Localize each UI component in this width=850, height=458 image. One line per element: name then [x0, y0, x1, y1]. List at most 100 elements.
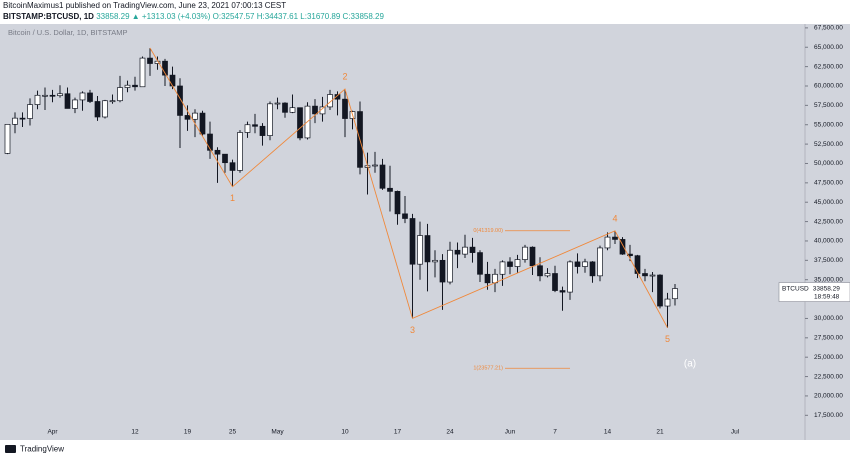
- candle-body: [214, 149, 221, 155]
- y-tick-label: 55,000.00: [814, 121, 843, 128]
- candle-body: [342, 98, 348, 119]
- candle-body: [42, 94, 48, 97]
- candle-body: [634, 255, 641, 274]
- candle-body: [79, 92, 86, 101]
- x-tick-label: 10: [341, 429, 349, 436]
- candle-body: [87, 92, 93, 102]
- x-tick-label: 25: [229, 429, 237, 436]
- x-tick-label: 21: [656, 429, 664, 436]
- candle-body: [394, 191, 401, 215]
- candle-body: [124, 84, 131, 88]
- y-tick-label: 27,500.00: [814, 335, 843, 342]
- x-tick-label: Apr: [47, 429, 58, 436]
- candle-body: [252, 124, 258, 127]
- candle-body: [574, 261, 581, 267]
- wave-label: 2: [342, 71, 347, 81]
- candle-body: [49, 94, 56, 97]
- candle-body: [462, 246, 468, 255]
- candle-body: [499, 261, 506, 275]
- candle-body: [244, 124, 251, 133]
- candle-body: [282, 102, 288, 113]
- candle-body: [589, 261, 596, 277]
- quote: 33858.29 ▲ +1313.03 (+4.03%) O:32547.57 …: [96, 12, 384, 21]
- y-tick-label: 62,500.00: [814, 63, 843, 70]
- candle-body: [597, 247, 603, 277]
- candle-body: [642, 273, 648, 277]
- candle-body: [289, 107, 296, 113]
- candle-body: [409, 218, 416, 265]
- watermark: Bitcoin / U.S. Dollar, 1D, BITSTAMP: [8, 28, 127, 37]
- candle-body: [492, 273, 498, 284]
- wave-label: 1: [230, 193, 235, 203]
- candle-body: [259, 125, 266, 136]
- y-tick-label: 50,000.00: [814, 160, 843, 167]
- candle-body: [657, 274, 663, 307]
- last-price-value: 33858.29: [813, 285, 840, 292]
- y-tick-label: 42,500.00: [814, 218, 843, 225]
- candle-body: [267, 103, 273, 136]
- candle-body: [222, 153, 228, 164]
- candle-body: [12, 117, 18, 125]
- candle-body: [469, 246, 476, 253]
- candle-body: [522, 246, 528, 260]
- y-tick-label: 25,000.00: [814, 354, 843, 361]
- candle-body: [567, 261, 573, 293]
- plot-background: [0, 24, 805, 440]
- candle-body: [297, 107, 303, 139]
- candle-body: [117, 87, 123, 102]
- last-price-name: BTCUSD: [782, 285, 809, 292]
- candle-body: [312, 105, 318, 115]
- footer-brand: TradingView: [20, 445, 64, 454]
- fib-label: 1(23577.21): [473, 366, 503, 372]
- wave-line: [149, 47, 668, 328]
- candle-body: [559, 290, 566, 293]
- candle-body: [132, 84, 138, 88]
- candle-body: [484, 273, 491, 284]
- candle-body: [604, 236, 611, 249]
- candle-body: [402, 213, 408, 219]
- candle-body: [334, 94, 341, 100]
- candle-body: [454, 249, 461, 255]
- footer-logo: TradingView: [5, 445, 64, 454]
- candle-body: [627, 253, 633, 257]
- x-tick-label: 17: [394, 429, 402, 436]
- logo-icon: [5, 445, 16, 453]
- candle-body: [529, 246, 536, 267]
- x-tick-label: May: [271, 429, 284, 436]
- candle-body: [432, 259, 438, 263]
- candle-body: [169, 74, 176, 87]
- candle-body: [139, 57, 146, 88]
- wave-label: 5: [665, 334, 670, 344]
- y-tick-label: 45,000.00: [814, 199, 843, 206]
- candle-body: [612, 236, 618, 240]
- candle-body: [447, 249, 453, 283]
- countdown: 18:59:48: [814, 293, 840, 300]
- x-tick-label: 12: [131, 429, 139, 436]
- x-tick-label: 14: [604, 429, 612, 436]
- x-tick-label: Jun: [505, 429, 516, 436]
- candle-body: [439, 259, 446, 283]
- candle-body: [514, 259, 521, 267]
- y-tick-label: 20,000.00: [814, 393, 843, 400]
- candle-body: [672, 288, 678, 300]
- candle-body: [387, 187, 393, 192]
- candle-body: [619, 239, 626, 255]
- candle-body: [199, 112, 206, 135]
- candle-body: [379, 164, 386, 189]
- candle-body: [507, 261, 513, 267]
- x-tick-label: 7: [553, 429, 557, 436]
- header-title: BitcoinMaximus1 published on TradingView…: [3, 1, 286, 10]
- x-tick-label: 19: [184, 429, 192, 436]
- candle-body: [57, 93, 63, 97]
- candle-body: [664, 298, 671, 307]
- candle-body: [582, 261, 588, 267]
- candle-body: [4, 123, 11, 154]
- y-tick-label: 22,500.00: [814, 373, 843, 380]
- y-tick-label: 47,500.00: [814, 180, 843, 187]
- y-tick-label: 57,500.00: [814, 102, 843, 109]
- candle-body: [372, 164, 378, 167]
- candle-body: [274, 102, 281, 105]
- candle-body: [94, 101, 101, 118]
- candle-body: [177, 85, 183, 116]
- candle-body: [237, 132, 243, 171]
